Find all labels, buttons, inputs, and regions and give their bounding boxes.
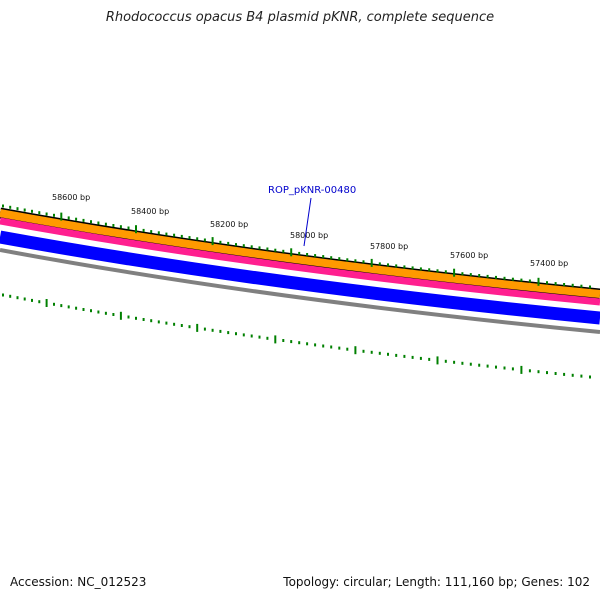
tick-label-58600: 58600 bp (52, 193, 90, 202)
grey-ring (0, 248, 600, 334)
gene-label-pointer (303, 197, 312, 247)
bp-ticks-lower (2, 293, 591, 379)
tick-label-58200: 58200 bp (210, 220, 248, 229)
sequence-summary: Topology: circular; Length: 111,160 bp; … (283, 575, 590, 589)
tick-label-57800: 57800 bp (370, 242, 408, 251)
tick-label-58000: 58000 bp (290, 231, 328, 240)
tick-label-58400: 58400 bp (131, 207, 169, 216)
bp-ticks-upper (2, 204, 591, 289)
tick-label-57400: 57400 bp (530, 259, 568, 268)
tick-label-57600: 57600 bp (450, 251, 488, 260)
gene-label[interactable]: ROP_pKNR-00480 (268, 185, 356, 196)
orange-ring-fill (0, 209, 600, 298)
pink-ring (0, 217, 600, 306)
map-title: Rhodococcus opacus B4 plasmid pKNR, comp… (105, 10, 495, 25)
blue-ring (0, 230, 600, 325)
accession-text: Accession: NC_012523 (10, 575, 147, 589)
